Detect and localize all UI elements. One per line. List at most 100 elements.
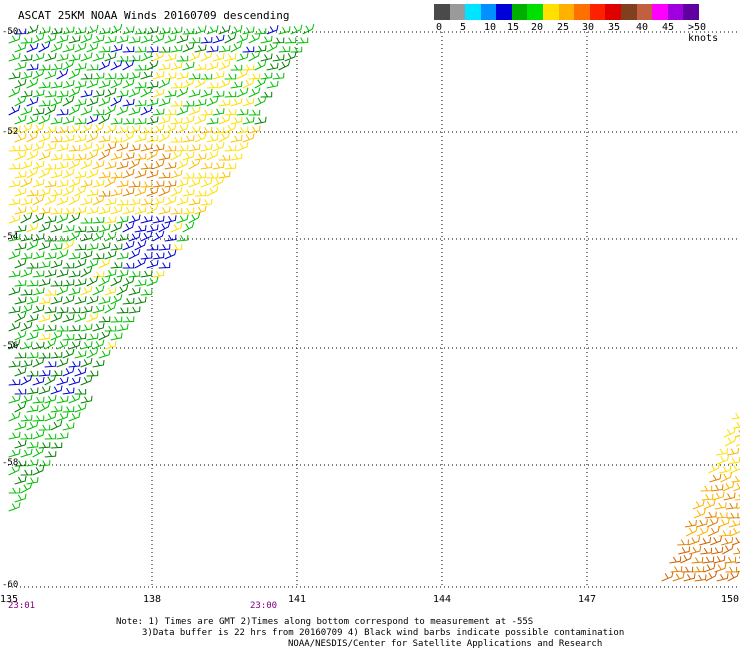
wind-barb: [38, 278, 51, 287]
wind-barb: [146, 135, 159, 143]
wind-barb: [50, 280, 63, 287]
wind-barb: [56, 269, 69, 278]
wind-barb: [62, 134, 75, 143]
wind-barb: [74, 278, 87, 287]
wind-barb: [188, 106, 201, 116]
wind-barb: [14, 225, 27, 233]
wind-barb: [284, 51, 297, 62]
wind-barb: [62, 366, 75, 377]
wind-barb: [248, 109, 261, 116]
wind-barb: [98, 149, 111, 161]
wind-barb: [140, 51, 153, 62]
wind-barb: [38, 260, 51, 269]
wind-barb: [68, 340, 81, 350]
wind-barb: [26, 222, 39, 233]
wind-barb: [134, 225, 147, 233]
wind-barb: [8, 339, 21, 350]
wind-barb: [716, 448, 728, 456]
wind-barb: [182, 135, 195, 143]
wind-barb: [735, 438, 740, 447]
wind-barb: [691, 556, 704, 564]
wind-barb: [14, 95, 27, 107]
wind-barb: [266, 62, 279, 71]
wind-barb: [56, 325, 69, 332]
wind-barb: [80, 33, 93, 44]
colorbar-swatch: [667, 4, 684, 20]
wind-barb: [164, 53, 177, 62]
colorbar-label: 15: [507, 22, 520, 33]
wind-barb: [704, 511, 717, 519]
wind-barb: [693, 508, 706, 519]
wind-barb: [38, 442, 51, 449]
lon-label: 144: [433, 594, 452, 605]
wind-barb: [146, 203, 159, 215]
wind-barb: [44, 374, 57, 386]
wind-barb: [110, 172, 123, 179]
wind-barb: [104, 216, 117, 224]
wind-barb: [20, 304, 33, 314]
wind-barb: [104, 52, 117, 62]
wind-barb: [206, 25, 219, 35]
wind-barb: [86, 132, 99, 143]
wind-barb: [110, 188, 123, 197]
wind-barb: [158, 243, 171, 251]
wind-barb: [44, 433, 57, 440]
wind-barb: [56, 412, 69, 422]
wind-barb: [44, 90, 57, 98]
wind-barb: [696, 526, 709, 537]
wind-barb: [44, 125, 57, 134]
wind-barb: [188, 212, 201, 224]
wind-barb: [92, 322, 105, 332]
wind-barb: [188, 197, 201, 206]
wind-barb: [38, 81, 51, 89]
wind-barb: [158, 115, 171, 125]
wind-barb: [200, 36, 213, 44]
wind-barb: [236, 52, 249, 62]
wind-barb: [734, 429, 740, 438]
wind-barb: [20, 197, 33, 206]
wind-barb: [92, 160, 105, 170]
wind-barb: [726, 512, 739, 519]
wind-barb: [98, 60, 111, 71]
wind-barb: [182, 115, 195, 125]
wind-barb: [44, 104, 57, 116]
wind-barb: [62, 59, 75, 71]
wind-barb: [212, 90, 225, 98]
wind-barb: [8, 465, 21, 476]
wind-barb: [116, 252, 129, 260]
wind-barb: [68, 393, 81, 404]
wind-barb: [260, 91, 273, 98]
wind-barb: [20, 212, 33, 224]
wind-barb: [80, 233, 93, 242]
wind-barb: [723, 492, 736, 501]
wind-barb: [44, 142, 57, 152]
wind-barb: [62, 387, 75, 395]
wind-barb: [74, 244, 87, 251]
wind-barb: [158, 262, 171, 269]
wind-barb: [20, 71, 33, 80]
wind-barb: [26, 96, 39, 107]
wind-barb: [44, 195, 57, 206]
wind-barb: [164, 109, 177, 116]
wind-barb: [128, 181, 141, 188]
wind-barb: [74, 26, 87, 35]
colorbar-label: 40: [636, 22, 649, 33]
wind-barb: [122, 240, 135, 251]
wind-barb: [8, 145, 21, 152]
wind-barb: [50, 243, 63, 251]
wind-barb: [224, 32, 237, 44]
wind-barb: [170, 100, 183, 107]
wind-barb: [206, 134, 219, 143]
wind-barb: [8, 250, 21, 260]
lat-label: -50: [2, 27, 19, 37]
colorbar-swatch: [574, 4, 590, 20]
wind-barb: [80, 179, 93, 188]
wind-barb: [122, 98, 135, 107]
wind-barb: [146, 60, 159, 71]
wind-barb: [44, 289, 57, 296]
wind-barb: [152, 230, 165, 242]
wind-barb: [104, 286, 117, 296]
wind-barb: [712, 491, 725, 501]
wind-barb: [140, 143, 153, 152]
wind-barb: [50, 296, 63, 305]
